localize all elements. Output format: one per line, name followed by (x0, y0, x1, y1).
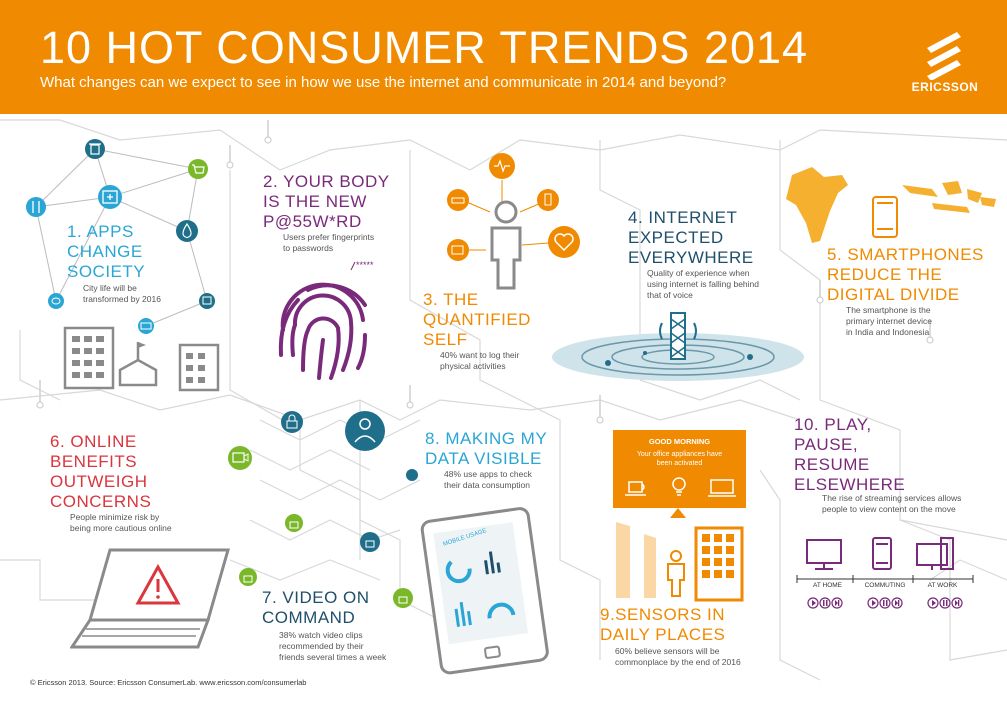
trend-10-title: 10. PLAY, PAUSE, RESUME ELSEWHERE (794, 415, 906, 494)
pause-icon (823, 600, 825, 606)
office-buildings-graphic (616, 508, 744, 602)
trend-3-title: 3. THE QUANTIFIED SELF (423, 290, 531, 349)
phone-icon (872, 196, 898, 238)
cart-icon (188, 159, 208, 179)
trend-4-title: 4. INTERNET EXPECTED EVERYWHERE (628, 208, 754, 267)
camera-icon (228, 446, 252, 470)
location-work: AT WORK (927, 582, 958, 589)
trend-8-title: 8. MAKING MY DATA VISIBLE (425, 429, 548, 468)
drink-icon (537, 189, 559, 211)
antenna-graphic (552, 312, 804, 381)
lightbulb-icon (672, 477, 686, 496)
person-icon (667, 550, 685, 597)
antenna-icon (659, 312, 697, 360)
skip-icon (955, 600, 958, 606)
phone-icon (872, 537, 892, 570)
logo-text: ERICSSON (911, 80, 979, 94)
person-icon (490, 200, 522, 290)
chat-icon (48, 293, 64, 309)
trend-3-desc: 40% want to log their physical activitie… (440, 350, 520, 371)
trend-9-title: 9.SENSORS IN DAILY PLACES (600, 605, 726, 644)
play-icon (872, 600, 876, 606)
tablet-icon: MOBILE USAGE (419, 504, 560, 679)
trash-icon (85, 139, 105, 159)
heart-icon (548, 226, 580, 258)
lock-network-graphic (228, 411, 418, 608)
trend-6-desc: People minimize risk by being more cauti… (70, 512, 172, 533)
bus-icon (199, 293, 215, 309)
page-subtitle: What changes can we expect to see in how… (40, 74, 727, 91)
india-indonesia-map (786, 167, 996, 243)
page-title: 10 HOT CONSUMER TRENDS 2014 (40, 22, 809, 73)
ericsson-logo-icon (927, 32, 961, 81)
city-buildings-graphic (63, 326, 220, 392)
fork-knife-icon (26, 197, 46, 217)
lock-icon (406, 469, 418, 481)
monitor-icon (806, 539, 842, 570)
apps-network-graphic (26, 139, 215, 334)
header-banner: 10 HOT CONSUMER TRENDS 2014 What changes… (0, 0, 1007, 114)
footer-credit: © Ericsson 2013. Source: Ericsson Consum… (30, 678, 307, 687)
play-icon (812, 600, 816, 606)
usage-charts (445, 551, 516, 627)
trend-7-desc: 38% watch video clips recommended by the… (279, 630, 387, 662)
heartbeat-icon (489, 153, 515, 179)
password-mask: ***** (356, 260, 374, 270)
fingerprint-icon (278, 261, 367, 380)
ticket-icon (138, 318, 154, 334)
lock-icon (360, 532, 380, 552)
trend-2-title: 2. YOUR BODY IS THE NEW P@55W*RD (263, 172, 390, 231)
lock-icon (345, 411, 385, 451)
trend-7-title: 7. VIDEO ON COMMAND (262, 588, 370, 627)
location-commuting: COMMUTING (864, 582, 906, 589)
trend-4-desc: Quality of experience when using interne… (647, 268, 759, 300)
laptop-icon (70, 548, 230, 649)
pause-icon (883, 600, 885, 606)
trend-1-title: 1. APPS CHANGE SOCIETY (67, 222, 146, 281)
play-icon (932, 600, 936, 606)
monitor-icon (916, 537, 954, 570)
good-morning-notification: GOOD MORNING Your office appliances have… (613, 430, 746, 508)
trend-10-desc: The rise of streaming services allows pe… (822, 493, 962, 514)
ericsson-logo: ERICSSON (905, 30, 985, 100)
trend-8-desc: 48% use apps to check their data consump… (444, 469, 532, 490)
lock-icon (285, 514, 303, 532)
devices-graphic (796, 537, 974, 609)
trend-5-title: 5. SMARTPHONES REDUCE THE DIGITAL DIVIDE (827, 245, 984, 304)
trend-6-title: 6. ONLINE BENEFITS OUTWEIGH CONCERNS (50, 432, 152, 511)
notification-title: GOOD MORNING (648, 437, 711, 446)
trend-9-desc: 60% believe sensors will be commonplace … (615, 646, 741, 667)
water-drop-icon (176, 220, 198, 242)
trend-5-desc: The smartphone is the primary internet d… (846, 305, 932, 337)
trend-2-desc: Users prefer fingerprints to passwords (283, 232, 375, 253)
first-aid-icon (98, 185, 122, 209)
shoe-icon (447, 189, 469, 211)
trend-1-desc: City life will be transformed by 2016 (83, 283, 161, 304)
tablet-home-button (483, 645, 502, 660)
pause-icon (943, 600, 945, 606)
quantified-self-graphic (447, 153, 580, 290)
battery-icon (447, 239, 469, 261)
warning-icon (135, 563, 181, 605)
appliance-icons (625, 477, 736, 497)
lock-icon (281, 411, 303, 433)
lock-icon (239, 568, 257, 586)
laptop-icon (708, 479, 736, 497)
notification-body: Your office appliances have been activat… (636, 451, 723, 467)
coffee-icon (625, 481, 646, 496)
lock-icon (393, 588, 413, 608)
circuit-background (0, 119, 1007, 681)
location-home: AT HOME (812, 582, 842, 589)
